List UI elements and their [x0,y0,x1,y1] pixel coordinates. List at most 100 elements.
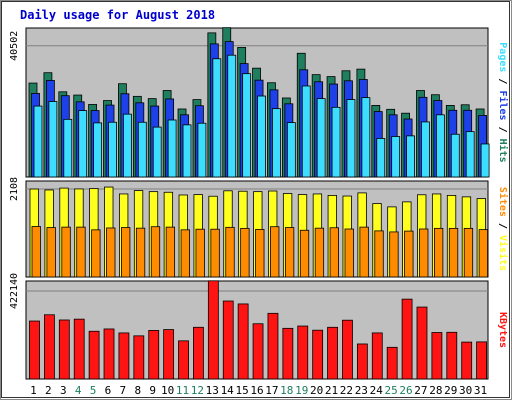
panel-visits-sites: 2108 Sites / Visits [9,177,509,278]
bar-sites-day-1 [31,226,41,278]
axis-legend-hits-files-pages: Pages / Files / Hits [497,42,509,162]
bar-kbytes-day-14 [222,300,234,380]
bar-kbytes-day-26 [401,298,413,380]
x-tick-label-day-31: 31 [474,384,487,397]
bar-sites-day-12 [195,228,205,278]
x-tick-label-day-17: 17 [265,384,278,397]
legend-entry-hits: Hits [497,139,509,163]
x-tick-label-day-2: 2 [45,384,52,397]
bar-sites-day-17 [270,226,280,278]
bar-sites-day-7 [121,227,131,278]
y-tick-label-kbytes: 422140 [9,273,20,309]
chart-title: Daily usage for August 2018 [20,8,215,22]
bar-pages-day-13 [212,58,222,178]
bar-sites-day-8 [135,227,146,278]
bar-sites-day-19 [299,229,310,278]
x-tick-label-day-12: 12 [191,384,204,397]
x-tick-label-day-8: 8 [134,384,141,397]
bar-pages-day-9 [152,126,162,178]
x-tick-label-day-6: 6 [105,384,112,397]
bar-sites-day-13 [210,228,220,278]
bar-kbytes-day-2 [44,314,55,380]
bar-sites-day-18 [284,227,295,278]
bar-kbytes-day-9 [148,330,160,380]
bar-pages-day-2 [48,101,58,178]
bar-pages-day-6 [108,121,117,178]
bar-pages-day-27 [421,121,430,178]
legend-separator: / [497,121,508,139]
y-tick-label-hits-files-pages: 40502 [9,31,20,61]
bar-sites-day-5 [91,229,101,278]
x-tick-label-day-9: 9 [149,384,156,397]
bar-pages-day-10 [167,119,177,178]
bar-sites-day-30 [463,227,474,278]
bar-pages-day-18 [286,122,296,178]
bar-pages-day-3 [63,118,73,178]
bar-pages-day-1 [33,105,43,178]
bar-sites-day-28 [433,227,444,278]
legend-entry-visits: Visits [497,235,509,271]
bar-kbytes-day-7 [118,332,130,380]
x-tick-label-day-4: 4 [75,384,82,397]
bar-sites-day-26 [404,230,414,278]
bar-pages-day-7 [123,113,132,178]
bar-pages-day-23 [361,97,371,178]
bar-kbytes-day-3 [58,319,70,380]
bar-kbytes-day-17 [267,312,279,380]
x-tick-label-day-25: 25 [385,384,398,397]
bar-kbytes-day-24 [371,332,383,380]
x-tick-label-day-21: 21 [325,384,338,397]
bar-sites-day-9 [150,226,161,278]
bar-kbytes-day-6 [103,328,115,380]
x-tick-label-day-24: 24 [370,384,384,397]
bar-sites-day-3 [61,226,71,278]
bar-kbytes-day-10 [163,329,175,380]
x-tick-label-day-16: 16 [250,384,263,397]
bar-kbytes-day-29 [446,331,458,380]
bar-sites-day-11 [180,229,190,278]
legend-entry-sites: Sites [497,187,509,217]
bar-pages-day-5 [93,122,103,178]
bar-sites-day-27 [419,228,429,278]
bar-sites-day-25 [389,231,399,278]
bar-kbytes-day-25 [386,346,398,380]
bar-pages-day-16 [257,95,266,178]
x-tick-label-day-20: 20 [310,384,323,397]
x-tick-label-day-23: 23 [355,384,368,397]
bar-pages-day-14 [227,54,237,178]
x-tick-label-day-14: 14 [221,384,235,397]
x-tick-label-day-29: 29 [444,384,457,397]
panels: 40502 Pages / Files / Hits 2108 Sites / Vis… [9,27,509,380]
bar-kbytes-day-16 [252,323,264,380]
bar-kbytes-day-30 [461,341,473,380]
bar-sites-day-22 [344,228,354,278]
bar-pages-day-31 [480,143,490,178]
bar-kbytes-day-19 [297,325,309,380]
bar-kbytes-day-31 [476,341,487,380]
x-tick-label-day-26: 26 [399,384,412,397]
bar-pages-day-15 [242,73,252,178]
bar-pages-day-25 [391,136,401,178]
bar-pages-day-20 [316,98,326,178]
x-tick-label-day-13: 13 [206,384,219,397]
x-tick-label-day-10: 10 [161,384,174,397]
bar-pages-day-19 [301,85,311,178]
bar-pages-day-12 [197,122,207,178]
x-tick-label-day-19: 19 [295,384,308,397]
legend-entry-pages: Pages [497,42,508,72]
bar-kbytes-day-20 [312,329,324,380]
bar-sites-day-14 [225,226,235,278]
bar-pages-day-30 [465,131,475,178]
x-tick-label-day-28: 28 [429,384,442,397]
bar-kbytes-day-8 [133,335,145,380]
x-tick-label-day-22: 22 [340,384,353,397]
bar-sites-day-16 [255,229,265,278]
bar-kbytes-day-18 [282,327,294,380]
bar-sites-day-6 [106,227,116,278]
bar-sites-day-29 [448,227,459,278]
x-tick-label-day-1: 1 [30,384,37,397]
x-tick-label-day-15: 15 [235,384,248,397]
